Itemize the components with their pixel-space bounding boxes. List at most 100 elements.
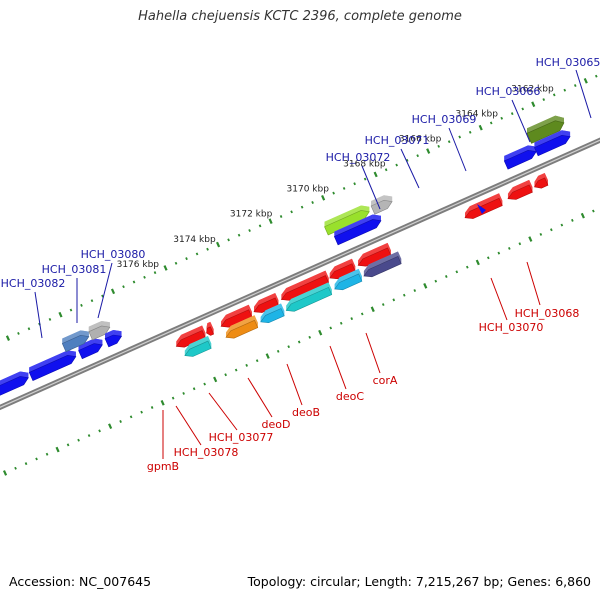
gene-lower-12[interactable] — [225, 315, 259, 339]
gene-lower-16[interactable] — [363, 251, 402, 278]
scale-tick — [192, 387, 196, 391]
gene-lower-3[interactable] — [220, 304, 253, 328]
gene-lower-9[interactable] — [507, 179, 533, 200]
gene-arrow-body — [61, 335, 90, 353]
scale-tick — [447, 140, 451, 144]
gene-arrow-side — [499, 193, 503, 206]
scale-tick — [455, 270, 459, 274]
gene-upper-2[interactable] — [28, 350, 77, 382]
gene-arrow-side — [529, 179, 533, 193]
scale-tick — [108, 423, 113, 430]
gene-arrow-side — [334, 258, 352, 272]
leader-line — [175, 405, 202, 446]
scale-tick — [45, 452, 49, 456]
gene-arrow-side — [0, 371, 21, 386]
gene-lower-11[interactable] — [184, 336, 212, 357]
gene-lower-6[interactable] — [329, 258, 356, 280]
gene-arrow-side — [339, 268, 359, 283]
gene-upper-12[interactable] — [534, 130, 571, 157]
gene-arrow-side — [368, 251, 398, 270]
gene-arrow-body — [533, 177, 549, 189]
scale-tick — [255, 359, 259, 363]
gene-arrow-side — [325, 270, 329, 283]
scale-tick — [14, 466, 17, 470]
scale-tick — [475, 259, 480, 266]
scale-tick — [550, 228, 553, 232]
scale-tick — [77, 438, 80, 442]
gene-upper-9[interactable] — [333, 214, 382, 246]
gene-arrow-side — [62, 330, 81, 344]
gene-arrow-body — [526, 120, 565, 144]
scale-tick — [321, 194, 326, 201]
scale-tick — [58, 311, 63, 318]
gene-arrow-body — [78, 343, 103, 360]
gene-arrow-body — [220, 309, 253, 328]
scale-ticks-layer — [2, 74, 598, 476]
gene-arrow-side — [265, 303, 282, 316]
gene-lower-5[interactable] — [280, 270, 330, 301]
scale-tick — [153, 271, 157, 275]
gene-upper-1[interactable] — [0, 371, 29, 396]
scale-tick — [297, 340, 301, 344]
scale-tick — [227, 238, 230, 242]
gene-arrow-side — [29, 350, 68, 373]
gene-arrow-body — [28, 355, 77, 382]
scale-tick — [69, 308, 73, 312]
gene-arrow-body — [503, 150, 537, 170]
gene-upper-10[interactable] — [503, 145, 537, 170]
gene-upper-6[interactable] — [104, 330, 123, 348]
scale-tick — [17, 331, 20, 335]
scale-tick-label: 3172 kbp — [230, 210, 273, 220]
gene-upper-3[interactable] — [78, 338, 103, 360]
scale-tick — [489, 121, 493, 125]
gene-upper-4[interactable] — [61, 330, 90, 353]
scale-tick — [363, 177, 367, 181]
gene-upper-8[interactable] — [370, 195, 393, 215]
scale-tick — [542, 98, 546, 102]
gene-marker-small[interactable] — [477, 204, 486, 214]
gene-lower-13[interactable] — [260, 303, 285, 324]
gene-label-bottom: gpmB — [147, 460, 179, 473]
gene-lower-7[interactable] — [357, 242, 392, 267]
gene-lower-1[interactable] — [175, 325, 206, 348]
scale-tick — [66, 443, 70, 447]
leader-line — [34, 291, 43, 339]
lower-scale-track — [2, 209, 595, 476]
scale-tick — [521, 107, 525, 111]
scale-tick-label: 3168 kbp — [343, 159, 386, 169]
scale-tick — [268, 218, 273, 225]
gene-arrow-side — [88, 320, 102, 332]
scale-tick — [468, 130, 472, 134]
gene-arrow-side — [334, 214, 373, 237]
scale-tick-label: 3174 kbp — [173, 235, 216, 245]
gene-marker-shape — [477, 204, 486, 214]
gene-lower-14[interactable] — [285, 282, 333, 312]
gene-arrow-side — [358, 268, 362, 282]
scale-tick — [171, 396, 175, 400]
scale-tick — [413, 289, 417, 293]
scale-tick — [583, 78, 588, 84]
gene-upper-5[interactable] — [88, 320, 111, 341]
gene-upper-7[interactable] — [324, 205, 370, 236]
gene-lower-10[interactable] — [533, 172, 549, 189]
gene-lower-4[interactable] — [253, 292, 279, 313]
gene-lower-15[interactable] — [334, 268, 363, 291]
gene-arrow-side — [286, 270, 326, 294]
scale-tick — [465, 265, 469, 269]
gene-lower-2[interactable] — [206, 321, 215, 336]
scale-tick — [318, 329, 323, 336]
scale-tick — [245, 363, 248, 367]
scale-tick — [2, 470, 8, 476]
gene-arrow-body — [253, 297, 279, 313]
gene-arrow-side — [78, 338, 95, 351]
gene-arrow-side — [181, 325, 203, 340]
genes-layer[interactable] — [0, 115, 571, 396]
gene-arrow-side — [324, 205, 362, 227]
gene-upper-11[interactable] — [526, 115, 565, 144]
gene-arrow-side — [387, 242, 391, 256]
scale-tick — [402, 293, 406, 297]
scale-tick — [510, 112, 514, 116]
gene-arrow-side — [189, 336, 208, 350]
scale-tick — [150, 406, 154, 409]
